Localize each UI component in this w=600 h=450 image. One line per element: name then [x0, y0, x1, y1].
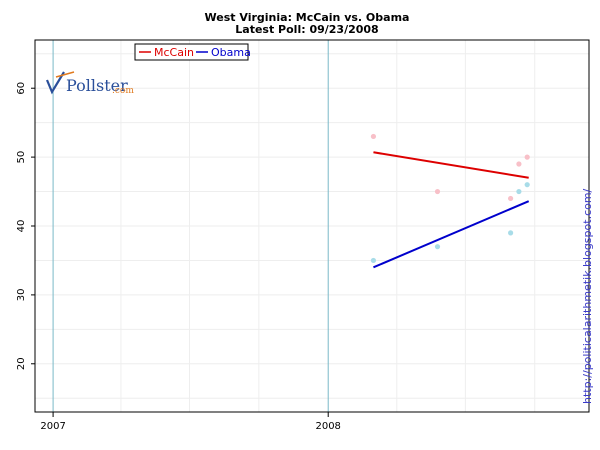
checkmark-icon: [45, 71, 75, 95]
mccain-poll-point: [370, 133, 377, 140]
mccain-poll-point: [524, 154, 530, 160]
obama-poll-point: [508, 230, 514, 236]
obama-poll-point: [516, 188, 522, 195]
obama-trend-line: [373, 200, 530, 269]
legend-box: [134, 43, 249, 61]
y-tick-label: 20: [16, 357, 27, 370]
data-points: [370, 133, 530, 264]
logo-suffix: .com: [112, 86, 134, 96]
x-tick-label: 2007: [40, 421, 65, 432]
plot-frame: [34, 39, 590, 413]
x-tick-label: 2008: [315, 421, 340, 432]
mccain-trend-line: [373, 151, 529, 179]
y-tick-label: 30: [16, 289, 27, 302]
obama-legend-label: Obama: [211, 46, 251, 59]
chart-subtitle: Latest Poll: 09/23/2008: [235, 23, 378, 36]
mccain-poll-point: [434, 188, 441, 195]
year-markers: [52, 40, 329, 412]
y-axis: 20 30 40 50 60: [16, 82, 35, 370]
y-tick-label: 40: [16, 220, 27, 233]
legend: McCain Obama: [134, 43, 251, 61]
pollster-logo: Pollster .com: [45, 71, 134, 96]
obama-poll-point: [434, 244, 441, 250]
logo-text: Pollster: [66, 76, 128, 95]
mccain-poll-point: [508, 195, 514, 202]
y-tick-label: 60: [16, 82, 27, 95]
mccain-legend-label: McCain: [154, 46, 194, 59]
x-axis: 2007 2008: [40, 412, 341, 432]
mccain-poll-point: [516, 161, 522, 167]
obama-poll-point: [370, 257, 377, 264]
obama-poll-point: [524, 182, 530, 188]
chart-title: West Virginia: McCain vs. Obama: [205, 11, 410, 24]
grid: [35, 40, 589, 412]
source-url: http://politicalarithmetik.blogspot.com/: [581, 188, 594, 404]
y-tick-label: 50: [16, 151, 27, 164]
trend-lines: [373, 151, 530, 269]
